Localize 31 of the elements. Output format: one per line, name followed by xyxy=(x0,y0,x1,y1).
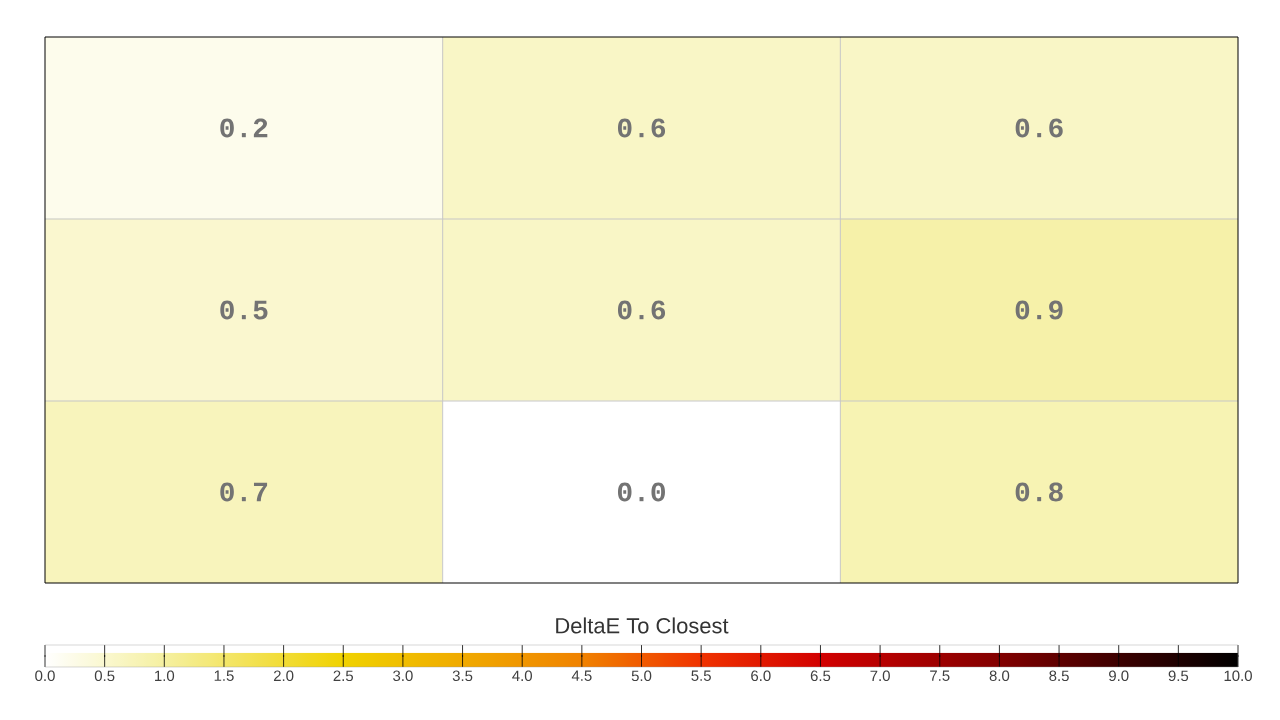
color-bar-label: 6.5 xyxy=(810,670,831,682)
data-label: 0.0 xyxy=(617,482,665,502)
color-bar-label: 9.5 xyxy=(1168,670,1189,682)
color-bar-label: 9.0 xyxy=(1109,670,1129,682)
data-label: 0.6 xyxy=(1015,118,1063,138)
data-label: 0.7 xyxy=(220,482,268,502)
data-label: 0.6 xyxy=(617,118,666,138)
color-bar-label: 5.0 xyxy=(631,670,652,682)
color-bar-label: 6.0 xyxy=(751,670,771,682)
color-bar-label: 7.5 xyxy=(930,670,950,681)
data-label: 0.9 xyxy=(1015,300,1063,320)
color-bar-label: 3.5 xyxy=(452,670,473,682)
data-label: 0.5 xyxy=(220,300,268,320)
color-bar-label: 4.0 xyxy=(512,670,532,682)
color-bar-label: 5.5 xyxy=(691,670,711,681)
color-bar-label: 2.0 xyxy=(273,670,294,682)
color-bar-label: 0.5 xyxy=(94,670,115,682)
color-bar-label: 4.5 xyxy=(571,670,592,681)
data-label: 0.8 xyxy=(1015,482,1063,502)
color-bar-label: 3.0 xyxy=(393,670,413,682)
color-bar-label: 8.0 xyxy=(989,670,1010,682)
color-bar-label: 0.0 xyxy=(35,670,55,682)
color-bar-label: 7.0 xyxy=(870,670,890,682)
color-bar-label: 10.0 xyxy=(1224,670,1252,682)
data-label: 0.6 xyxy=(617,300,666,320)
color-bar-label: 8.5 xyxy=(1049,670,1069,682)
color-bar-title: DeltaE To Closest xyxy=(556,617,729,634)
color-bar-label: 1.0 xyxy=(155,670,175,682)
color-bar-label: 1.5 xyxy=(214,670,234,681)
data-label: 0.2 xyxy=(220,118,268,138)
color-bar-label: 2.5 xyxy=(333,670,354,682)
